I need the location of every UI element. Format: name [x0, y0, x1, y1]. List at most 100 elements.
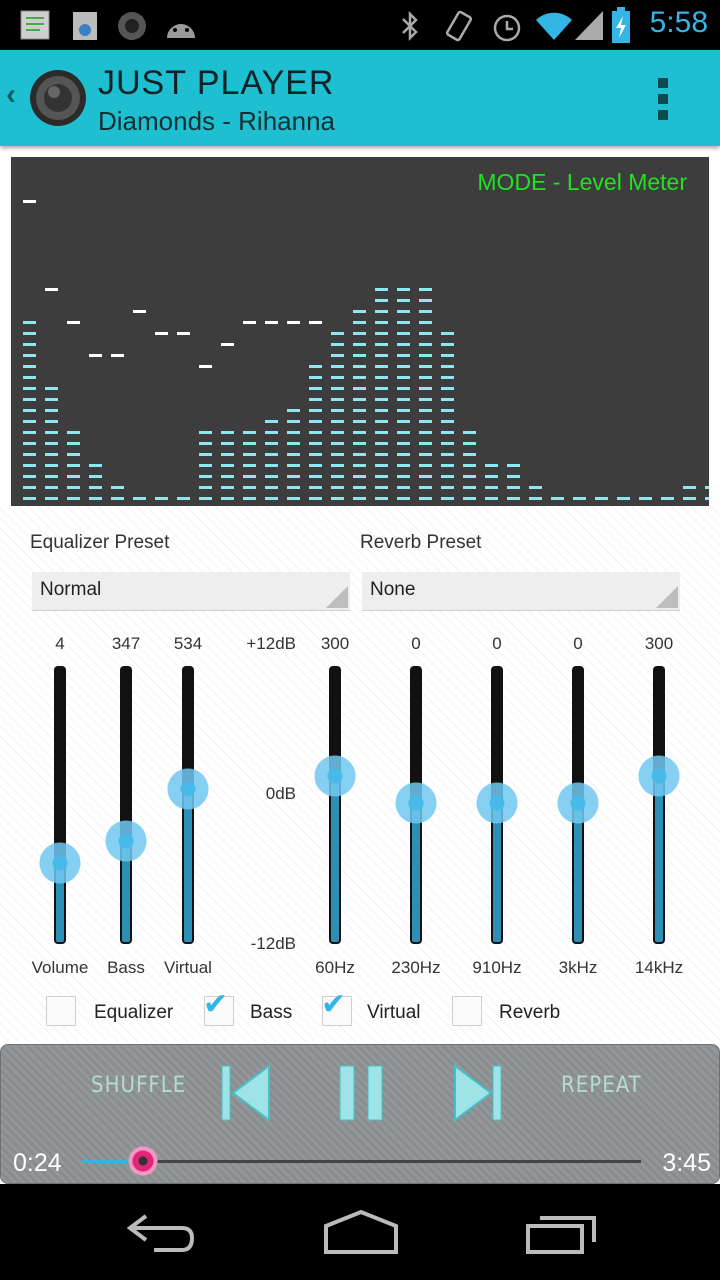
level-segment — [397, 497, 410, 500]
band-230hz-slider[interactable] — [395, 666, 437, 944]
level-segment — [23, 409, 36, 412]
level-segment — [353, 332, 366, 335]
home-icon[interactable] — [322, 1208, 400, 1256]
slider-thumb[interactable] — [395, 782, 437, 824]
level-segment — [133, 497, 146, 500]
repeat-button[interactable]: REPEAT — [561, 1073, 642, 1098]
band-14khz-label: 14kHz — [634, 958, 684, 977]
visualizer-mode-label[interactable]: MODE - Level Meter — [477, 169, 687, 195]
level-segment — [397, 299, 410, 302]
app-speaker-logo-icon[interactable] — [28, 68, 88, 128]
slider-thumb[interactable] — [105, 820, 147, 863]
equalizer-checkbox[interactable]: ✔ — [46, 996, 76, 1026]
level-segment — [309, 464, 322, 467]
notes-notification-icon — [20, 10, 50, 40]
virtual-toggle-label: Virtual — [367, 1002, 421, 1023]
peak-marker — [199, 365, 212, 368]
band-230hz-value: 0 — [411, 634, 421, 653]
level-segment — [265, 497, 278, 500]
pause-icon[interactable] — [337, 1063, 387, 1123]
spinner-arrow-icon — [326, 586, 348, 608]
level-segment — [397, 453, 410, 456]
level-segment — [353, 497, 366, 500]
back-chevron-icon[interactable]: ‹ — [6, 78, 16, 111]
previous-track-icon[interactable] — [219, 1063, 273, 1123]
recent-apps-icon[interactable] — [524, 1208, 600, 1256]
slider-thumb[interactable] — [314, 754, 356, 797]
level-segment — [309, 409, 322, 412]
level-segment — [177, 497, 190, 500]
slider-thumb[interactable] — [638, 754, 680, 797]
peak-marker — [309, 321, 322, 324]
level-segment — [529, 486, 542, 489]
peak-marker — [243, 321, 256, 324]
level-segment — [221, 431, 234, 434]
level-segment — [353, 420, 366, 423]
level-segment — [331, 420, 344, 423]
level-segment — [485, 486, 498, 489]
seek-bar[interactable] — [81, 1146, 641, 1176]
overflow-menu-icon[interactable] — [658, 78, 670, 120]
reverb-preset-spinner[interactable]: None — [362, 572, 680, 611]
level-segment — [441, 387, 454, 390]
level-segment — [375, 299, 388, 302]
alarm-icon — [493, 14, 521, 42]
visualizer-panel[interactable]: MODE - Level Meter — [11, 157, 709, 506]
level-segment — [507, 486, 520, 489]
level-segment — [45, 453, 58, 456]
level-segment — [353, 365, 366, 368]
db-bottom-label: -12dB — [250, 934, 296, 953]
band-3khz-slider[interactable] — [557, 666, 599, 944]
band-3khz-value: 0 — [573, 634, 583, 653]
band-910hz-slider[interactable] — [476, 666, 518, 944]
checkmark-icon: ✔ — [203, 988, 229, 1021]
shuffle-button[interactable]: SHUFFLE — [91, 1073, 187, 1098]
slider-thumb[interactable] — [476, 782, 518, 824]
seek-thumb[interactable] — [127, 1146, 158, 1176]
level-segment — [23, 442, 36, 445]
level-segment — [419, 343, 432, 346]
level-segment — [331, 497, 344, 500]
level-segment — [353, 343, 366, 346]
level-segment — [221, 486, 234, 489]
level-segment — [397, 442, 410, 445]
band-60hz-slider[interactable] — [314, 666, 356, 944]
reverb-checkbox[interactable]: ✔ — [452, 996, 482, 1026]
slider-thumb[interactable] — [39, 842, 81, 885]
level-segment — [441, 376, 454, 379]
bass-checkbox[interactable]: ✔ — [203, 988, 234, 1026]
level-segment — [23, 376, 36, 379]
volume-slider[interactable] — [39, 666, 81, 944]
level-segment — [23, 420, 36, 423]
level-segment — [309, 398, 322, 401]
seek-progress — [81, 1160, 143, 1163]
equalizer-toggle-label: Equalizer — [94, 1002, 174, 1023]
virtual-slider[interactable] — [167, 666, 209, 944]
band-14khz-slider[interactable] — [638, 666, 680, 944]
level-segment — [287, 453, 300, 456]
checkmark-icon: ✔ — [321, 988, 347, 1021]
level-segment — [441, 332, 454, 335]
level-segment — [67, 431, 80, 434]
next-track-icon[interactable] — [451, 1063, 505, 1123]
virtual-checkbox[interactable]: ✔ — [321, 988, 352, 1026]
level-segment — [485, 497, 498, 500]
level-segment — [45, 409, 58, 412]
peak-marker — [133, 310, 146, 313]
back-icon[interactable] — [124, 1208, 196, 1256]
equalizer-preset-spinner[interactable]: Normal — [32, 572, 350, 611]
reverb-toggle-label: Reverb — [499, 1002, 561, 1023]
bass-slider[interactable] — [105, 666, 147, 944]
slider-thumb[interactable] — [557, 782, 599, 824]
slider-thumb[interactable] — [167, 768, 209, 811]
band-3khz-label: 3kHz — [558, 958, 598, 977]
level-segment — [111, 497, 124, 500]
level-segment — [221, 453, 234, 456]
level-segment — [331, 475, 344, 478]
level-segment — [331, 376, 344, 379]
android-debug-icon — [167, 24, 195, 38]
total-time: 3:45 — [662, 1149, 711, 1177]
level-segment — [419, 497, 432, 500]
level-segment — [353, 475, 366, 478]
level-segment — [331, 398, 344, 401]
